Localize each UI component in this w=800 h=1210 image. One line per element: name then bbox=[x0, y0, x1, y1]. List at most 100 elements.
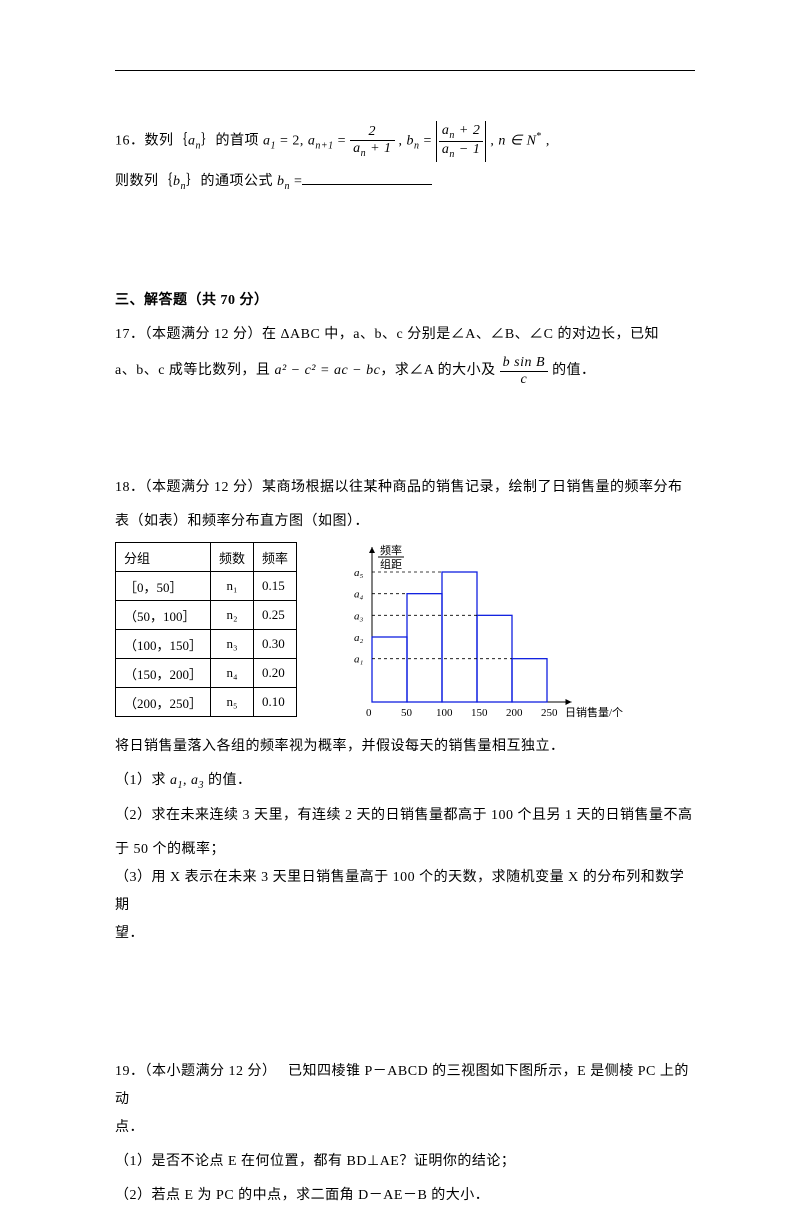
fraction-bsinb: b sin Bc bbox=[500, 355, 548, 387]
svg-text:a₂: a₂ bbox=[354, 632, 364, 644]
svg-text:频率: 频率 bbox=[380, 543, 402, 557]
equation: a² − c² = ac − bc bbox=[274, 364, 380, 379]
q16-line2: 则数列｛bn｝的通项公式 bn = bbox=[115, 168, 695, 197]
table-row: （200，250］n₅0.10 bbox=[116, 688, 297, 717]
q18-sub1: （1）求 a1, a3 的值． bbox=[115, 767, 695, 796]
cell: 0.15 bbox=[254, 572, 297, 601]
page: 16．数列｛an｝的首项 a1 = 2, an+1 = 2an + 1 , bn… bbox=[0, 0, 800, 1132]
text: , bbox=[183, 773, 191, 788]
col-group: 分组 bbox=[116, 543, 211, 572]
cell: n₃ bbox=[211, 630, 254, 659]
q18-line2: 表（如表）和频率分布直方图（如图）． bbox=[115, 508, 695, 536]
q18-table-chart-row: 分组 频数 频率 ［0，50］n₁0.15 （50，100］n₂0.25 （10… bbox=[115, 542, 695, 727]
cell: （200，250］ bbox=[116, 688, 211, 717]
svg-text:100: 100 bbox=[436, 707, 453, 719]
svg-text:250: 250 bbox=[541, 707, 558, 719]
cell: （150，200］ bbox=[116, 659, 211, 688]
q19-sub1: （1）是否不论点 E 在何位置，都有 BD⊥AE？证明你的结论； bbox=[115, 1148, 695, 1176]
cell: n₂ bbox=[211, 601, 254, 630]
a3: a bbox=[191, 773, 199, 788]
text: 则数列｛ bbox=[115, 174, 173, 189]
abs: an + 2an − 1 bbox=[436, 121, 486, 162]
text: （1）求 bbox=[115, 773, 170, 788]
svg-text:50: 50 bbox=[401, 707, 413, 719]
text: = 2, bbox=[276, 134, 308, 149]
num: an + 2 bbox=[439, 123, 483, 142]
q18-after1: 将日销售量落入各组的频率视为概率，并假设每天的销售量相互独立． bbox=[115, 733, 695, 761]
q18-line1: 18．（本题满分 12 分）某商场根据以往某种商品的销售记录，绘制了日销售量的频… bbox=[115, 474, 695, 502]
section-3-heading: 三、解答题（共 70 分） bbox=[115, 287, 695, 315]
cell: （100，150］ bbox=[116, 630, 211, 659]
table-row: ［0，50］n₁0.15 bbox=[116, 572, 297, 601]
q18-sub2b: 于 50 个的概率； bbox=[115, 836, 695, 864]
var-a1: a bbox=[263, 134, 271, 149]
text: ，求∠A 的大小及 bbox=[380, 364, 499, 379]
svg-text:0: 0 bbox=[366, 707, 372, 719]
cell: 0.10 bbox=[254, 688, 297, 717]
q19-sub2: （2）若点 E 为 PC 的中点，求二面角 D－AE－B 的大小． bbox=[115, 1182, 695, 1210]
spacer bbox=[115, 448, 695, 468]
text: , bbox=[486, 134, 498, 149]
spacer bbox=[115, 948, 695, 1003]
spacer bbox=[115, 393, 695, 448]
spacer bbox=[115, 202, 695, 257]
svg-text:a₁: a₁ bbox=[354, 654, 364, 666]
var-bn: b bbox=[277, 174, 285, 189]
frequency-table: 分组 频数 频率 ［0，50］n₁0.15 （50，100］n₂0.25 （10… bbox=[115, 542, 297, 717]
den: c bbox=[500, 372, 548, 387]
q18-sub2a: （2）求在未来连续 3 天里，有连续 2 天的日销售量都高于 100 个且另 1… bbox=[115, 802, 695, 830]
text: , bbox=[542, 134, 550, 149]
cell: n₄ bbox=[211, 659, 254, 688]
num: 2 bbox=[350, 124, 394, 140]
cell: 0.30 bbox=[254, 630, 297, 659]
sub-n1: n+1 bbox=[315, 140, 333, 151]
var-b: b bbox=[173, 174, 181, 189]
fraction-1: 2an + 1 bbox=[350, 124, 394, 158]
text: = bbox=[334, 134, 350, 149]
svg-text:组距: 组距 bbox=[380, 557, 402, 571]
den: an + 1 bbox=[350, 141, 394, 159]
svg-text:a₄: a₄ bbox=[354, 589, 364, 601]
svg-text:日销售量/个: 日销售量/个 bbox=[565, 705, 623, 719]
table-row: （100，150］n₃0.30 bbox=[116, 630, 297, 659]
svg-text:a₃: a₃ bbox=[354, 611, 364, 623]
table-row: （150，200］n₄0.20 bbox=[116, 659, 297, 688]
text: 的值． bbox=[204, 773, 252, 788]
n-in-N: n ∈ N bbox=[498, 134, 536, 149]
cell: （50，100］ bbox=[116, 601, 211, 630]
histogram-chart: 频率组距日销售量/个 a₁ a₂ a₃ a₄ a₅ 0 50 100 150 200 250 bbox=[327, 542, 627, 727]
spacer bbox=[115, 1003, 695, 1058]
col-freq: 频率 bbox=[254, 543, 297, 572]
cell: n₁ bbox=[211, 572, 254, 601]
q18-sub3a: （3）用 X 表示在未来 3 天里日销售量高于 100 个的天数，求随机变量 X… bbox=[115, 864, 695, 920]
text: a、b、c 成等比数列，且 bbox=[115, 364, 274, 379]
q16-line1: 16．数列｛an｝的首项 a1 = 2, an+1 = 2an + 1 , bn… bbox=[115, 121, 695, 162]
table-row: （50，100］n₂0.25 bbox=[116, 601, 297, 630]
q18-sub3b: 望． bbox=[115, 920, 695, 948]
svg-text:150: 150 bbox=[471, 707, 488, 719]
text: ｝的首项 bbox=[201, 134, 263, 149]
cell: 0.25 bbox=[254, 601, 297, 630]
q17-line2: a、b、c 成等比数列，且 a² − c² = ac − bc，求∠A 的大小及… bbox=[115, 355, 695, 387]
text: 16．数列｛ bbox=[115, 134, 188, 149]
text: = bbox=[420, 134, 436, 149]
var-bn: b bbox=[407, 134, 415, 149]
var-a: a bbox=[188, 134, 196, 149]
answer-blank bbox=[302, 184, 432, 185]
q19-line1: 19．（本小题满分 12 分） 已知四棱锥 P－ABCD 的三视图如下图所示，E… bbox=[115, 1058, 695, 1114]
text: 的值． bbox=[548, 364, 596, 379]
text: ｝的通项公式 bbox=[186, 174, 277, 189]
svg-text:200: 200 bbox=[506, 707, 523, 719]
text: = bbox=[290, 174, 302, 189]
svg-text:a₅: a₅ bbox=[354, 567, 364, 579]
fraction-abs: an + 2an − 1 bbox=[439, 123, 483, 160]
den: an − 1 bbox=[439, 142, 483, 160]
cell: ［0，50］ bbox=[116, 572, 211, 601]
num: b sin B bbox=[500, 355, 548, 371]
table-header-row: 分组 频数 频率 bbox=[116, 543, 297, 572]
cell: 0.20 bbox=[254, 659, 297, 688]
a1: a bbox=[170, 773, 178, 788]
cell: n₅ bbox=[211, 688, 254, 717]
q19-line2: 点． bbox=[115, 1114, 695, 1142]
col-count: 频数 bbox=[211, 543, 254, 572]
